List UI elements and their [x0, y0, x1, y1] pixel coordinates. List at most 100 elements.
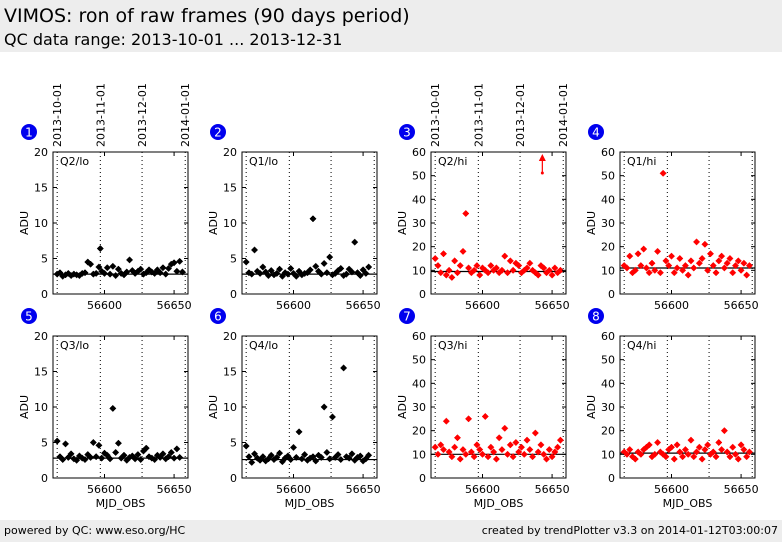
outlier-marker: [540, 171, 544, 175]
data-point: [462, 209, 470, 218]
data-point: [59, 455, 67, 464]
data-point: [92, 269, 100, 277]
y-tick-label: 30: [601, 217, 615, 230]
data-point: [659, 169, 667, 177]
data-point: [448, 273, 456, 281]
x-axis-label: MJD_OBS: [663, 497, 713, 510]
data-point: [551, 264, 559, 272]
data-point: [473, 262, 481, 270]
data-point: [112, 271, 120, 280]
y-tick-label: 20: [601, 425, 615, 438]
panel-number: 8: [592, 310, 600, 324]
x-axis-label: MJD_OBS: [96, 497, 146, 510]
data-point: [134, 451, 142, 459]
data-point: [667, 252, 676, 260]
y-tick-label: 20: [412, 425, 426, 438]
data-point: [634, 250, 642, 258]
data-point: [434, 262, 442, 270]
data-point: [723, 448, 731, 456]
data-point: [676, 448, 684, 456]
data-point: [342, 270, 350, 278]
data-point: [159, 264, 167, 272]
data-point: [445, 448, 453, 456]
panel-number: 2: [214, 126, 222, 140]
data-point: [681, 262, 689, 270]
data-point: [548, 271, 556, 279]
data-point: [309, 453, 317, 461]
data-point: [96, 245, 104, 253]
data-point: [679, 453, 687, 461]
data-point: [651, 266, 659, 274]
data-point: [503, 269, 512, 277]
data-point: [645, 269, 653, 277]
data-point: [520, 450, 528, 458]
data-point: [295, 428, 303, 436]
data-point: [456, 455, 464, 463]
panel-number-badge: [399, 308, 415, 324]
data-point: [259, 263, 267, 271]
panel-number: 1: [25, 126, 33, 140]
data-point: [103, 264, 111, 272]
data-point: [142, 444, 150, 452]
data-point: [529, 453, 537, 461]
y-tick-label: 50: [601, 354, 615, 367]
chart-panel-2: 0 5 10 15 20 56600 56650 ADU Q1/lo 2: [207, 124, 381, 312]
data-point: [87, 260, 95, 268]
data-point: [651, 450, 659, 458]
data-point: [459, 247, 467, 255]
date-tick-label: 2014-01-01: [179, 83, 192, 147]
data-point: [100, 449, 109, 457]
data-point: [248, 458, 256, 466]
data-point: [726, 453, 734, 461]
y-tick-label: 10: [601, 264, 615, 277]
data-point: [740, 446, 748, 454]
data-point: [451, 257, 459, 265]
data-point: [323, 269, 331, 277]
y-tick-label: 30: [412, 217, 426, 230]
data-point: [451, 443, 459, 451]
data-point: [701, 240, 709, 248]
data-point: [326, 455, 334, 463]
y-tick-label: 60: [412, 330, 426, 343]
data-point: [623, 264, 631, 272]
data-point: [670, 455, 678, 463]
x-tick-label: 56600: [654, 299, 689, 312]
y-tick-label: 20: [223, 146, 237, 159]
chart-panel-1: 2013-10-01 2013-11-01 2013-12-01 2014-01-01…: [18, 83, 192, 312]
x-tick-label: 56600: [87, 299, 122, 312]
x-tick-label: 56650: [724, 299, 759, 312]
x-tick-label: 56650: [157, 483, 192, 496]
data-point: [509, 266, 517, 274]
y-tick-label: 5: [230, 253, 237, 266]
data-point: [487, 443, 495, 451]
data-point: [109, 262, 117, 270]
data-point: [662, 453, 670, 461]
data-point: [545, 266, 553, 274]
y-tick-label: 0: [41, 472, 48, 485]
data-point: [439, 446, 448, 454]
header-bar: VIMOS: ron of raw frames (90 days period…: [0, 0, 782, 52]
data-point: [442, 271, 450, 279]
data-point: [259, 453, 267, 461]
y-tick-label: 0: [41, 288, 48, 301]
data-point: [523, 264, 531, 272]
data-point: [125, 256, 134, 264]
data-point: [292, 272, 300, 280]
y-tick-label: 40: [601, 377, 615, 390]
data-point: [106, 270, 114, 278]
y-tick-label: 10: [34, 401, 48, 414]
data-point: [509, 453, 517, 461]
panel-label: Q1/hi: [627, 155, 656, 168]
data-point: [365, 263, 373, 271]
data-point: [470, 453, 478, 461]
data-point: [178, 268, 186, 276]
data-point: [712, 453, 720, 461]
date-tick-label: 2014-01-01: [557, 83, 570, 147]
data-point: [114, 265, 122, 273]
panel-label: Q2/lo: [60, 155, 89, 168]
data-point: [250, 246, 259, 254]
data-point: [701, 446, 709, 454]
data-point: [273, 269, 281, 277]
y-tick-label: 5: [41, 437, 48, 450]
y-axis-label: ADU: [18, 395, 31, 419]
